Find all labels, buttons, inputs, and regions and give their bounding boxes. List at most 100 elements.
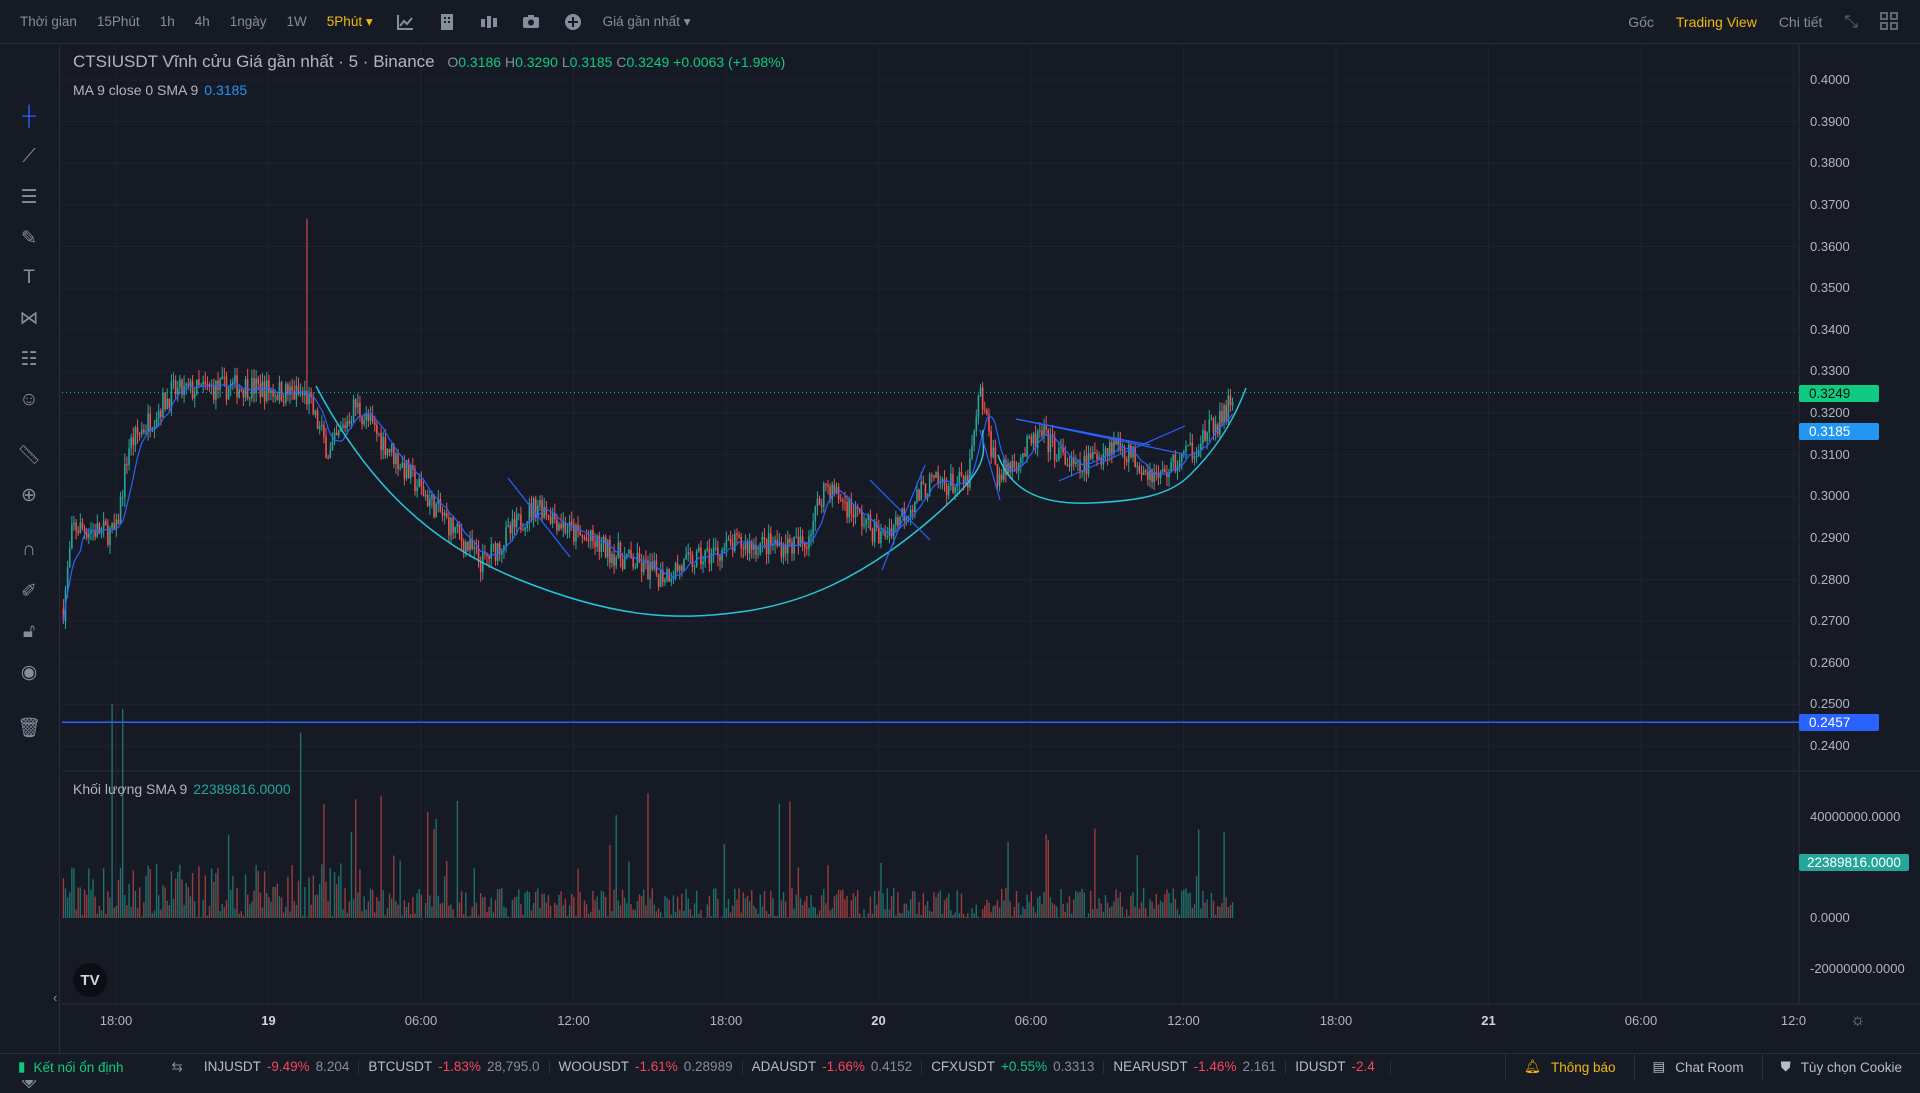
candle-body — [933, 475, 935, 478]
volume-bar — [571, 894, 572, 918]
interval-15m[interactable]: 15Phút — [97, 14, 140, 29]
tradingview-logo[interactable]: TV — [73, 963, 107, 997]
interval-1d[interactable]: 1ngày — [230, 14, 267, 29]
volume-bar — [315, 895, 316, 918]
interval-1w[interactable]: 1W — [287, 14, 307, 29]
volume-bar — [1223, 832, 1224, 918]
ticker-item[interactable]: CFXUSDT+0.55%0.3313 — [922, 1060, 1104, 1074]
volume-bar — [855, 896, 856, 918]
templates-icon[interactable] — [437, 12, 457, 32]
lock-drawing-icon[interactable]: ✐ — [16, 578, 42, 604]
volume-bar — [838, 890, 839, 918]
settings-icon[interactable]: ☼ — [1850, 1010, 1866, 1030]
view-original[interactable]: Gốc — [1628, 14, 1654, 30]
view-tradingview[interactable]: Trading View — [1676, 14, 1757, 30]
indicators-icon[interactable] — [395, 12, 415, 32]
candle-body — [395, 454, 397, 464]
volume-bar — [1005, 888, 1006, 918]
volume-bar — [743, 892, 744, 918]
ticker-item[interactable]: INJUSDT-9.49%8.204 — [195, 1060, 360, 1074]
candle-body — [666, 569, 668, 580]
magnet-icon[interactable]: ∩ — [16, 537, 42, 563]
volume-bar — [781, 900, 782, 918]
interval-5m-dropdown[interactable]: 5Phút ▾ — [327, 14, 373, 30]
emoji-icon[interactable]: ☺ — [16, 387, 42, 413]
cookie-settings-button[interactable]: ⛊Tùy chọn Cookie — [1762, 1054, 1920, 1080]
ruler-icon[interactable]: 📏︎ — [16, 442, 42, 468]
volume-bar — [1109, 908, 1110, 918]
candle-body — [626, 554, 628, 556]
pattern-icon[interactable]: ⋈ — [16, 305, 42, 331]
volume-bar — [304, 887, 305, 918]
ticker-change: -2.4 — [1352, 1060, 1375, 1074]
interval-1h[interactable]: 1h — [160, 14, 175, 29]
candle-body — [198, 380, 200, 386]
scroll-left-icon[interactable]: ‹ — [53, 990, 57, 1005]
candle-body — [815, 506, 817, 521]
ticker-item[interactable]: BTCUSDT-1.83%28,795.0 — [359, 1060, 549, 1074]
notifications-button[interactable]: 🔔︎Thông báo — [1505, 1054, 1634, 1080]
eye-icon[interactable]: ◉ — [16, 659, 42, 685]
chat-room-button[interactable]: ▤Chat Room — [1634, 1054, 1762, 1080]
volume-bar — [995, 905, 996, 918]
crosshair-icon[interactable]: ┼ — [16, 104, 42, 130]
candle-body — [387, 449, 389, 455]
volume-bar — [1158, 905, 1159, 918]
candle-body — [495, 544, 497, 561]
view-details[interactable]: Chi tiết — [1779, 14, 1823, 30]
lock-icon[interactable]: 🔓︎ — [16, 619, 42, 645]
fib-icon[interactable]: ☰ — [16, 184, 42, 210]
price-type-dropdown[interactable]: Giá gần nhất ▾ — [603, 14, 691, 30]
volume-bar — [213, 882, 214, 918]
volume-axis-label: -20000000.0000 — [1810, 961, 1905, 976]
candle-type-icon[interactable] — [479, 12, 499, 32]
ticker-item[interactable]: ADAUSDT-1.66%0.4152 — [743, 1060, 923, 1074]
ticker-settings-icon[interactable]: ⇆ — [142, 1059, 195, 1075]
volume-bar — [1086, 917, 1087, 918]
candle-body — [522, 530, 524, 531]
ticker-symbol: CFXUSDT — [931, 1060, 995, 1074]
volume-bar — [950, 910, 951, 918]
candle-body — [399, 468, 401, 469]
text-icon[interactable]: T — [16, 265, 42, 291]
prediction-icon[interactable]: ☷ — [16, 346, 42, 372]
trash-icon[interactable]: 🗑︎ — [16, 715, 42, 741]
ticker-item[interactable]: IDUSDT-2.4 — [1286, 1060, 1391, 1074]
ticker-item[interactable]: NEARUSDT-1.46%2.161 — [1104, 1060, 1286, 1074]
candle-body — [272, 390, 274, 396]
interval-4h[interactable]: 4h — [195, 14, 210, 29]
volume-bar — [698, 914, 699, 918]
candle-body — [651, 562, 653, 569]
candle-body — [179, 379, 181, 387]
grid-layout-icon[interactable] — [1880, 12, 1898, 33]
collapse-icon[interactable]: ⤡ — [1844, 12, 1858, 32]
camera-icon[interactable] — [521, 12, 541, 32]
price-axis-label: 0.2600 — [1810, 655, 1850, 670]
volume-bar — [893, 888, 894, 918]
interval-time[interactable]: Thời gian — [20, 14, 77, 29]
add-icon[interactable] — [563, 12, 583, 32]
volume-bar — [749, 901, 750, 918]
candle-body — [834, 484, 836, 493]
volume-bar — [959, 913, 960, 918]
candle-body — [685, 554, 687, 558]
zoom-in-icon[interactable]: ⊕ — [16, 482, 42, 508]
candle-body — [122, 497, 124, 498]
volume-bar — [1033, 907, 1034, 918]
volume-bar — [957, 890, 958, 918]
candle-body — [683, 559, 685, 571]
volume-bar — [1101, 903, 1102, 918]
volume-bar — [452, 909, 453, 918]
candle-body — [325, 437, 327, 458]
volume-bar — [787, 917, 788, 918]
volume-bar — [431, 907, 432, 918]
trendline-icon[interactable]: ⟋ — [16, 144, 42, 170]
volume-bar — [603, 892, 604, 918]
ticker-item[interactable]: WOOUSDT-1.61%0.28989 — [550, 1060, 743, 1074]
volume-bar — [1213, 901, 1214, 918]
brush-icon[interactable]: ✎ — [16, 225, 42, 251]
candle-body — [488, 556, 490, 559]
